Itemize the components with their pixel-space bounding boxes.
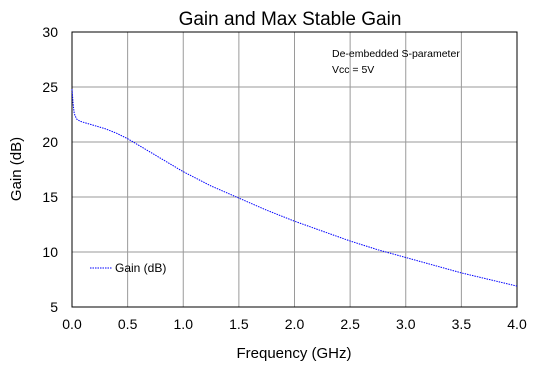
- x-axis-ticks: 0.0 0.5 1.0 1.5 2.0 2.5 3.0 3.5 4.0: [62, 316, 527, 332]
- legend-label: Gain (dB): [115, 261, 166, 275]
- gain-series-line: [71, 89, 518, 287]
- x-tick-label: 3.0: [396, 316, 416, 332]
- y-tick-label: 10: [42, 244, 58, 260]
- plot-frame: [71, 31, 518, 308]
- grid: [72, 32, 517, 307]
- y-axis-label: Gain (dB): [8, 137, 25, 201]
- x-axis-label: Frequency (GHz): [236, 345, 351, 362]
- annotation-line-2: Vcc = 5V: [332, 64, 374, 76]
- y-tick-label: 25: [42, 79, 58, 95]
- x-tick-label: 0.5: [118, 316, 138, 332]
- y-tick-label: 30: [42, 24, 58, 40]
- y-tick-label: 5: [50, 299, 58, 315]
- legend: Gain (dB): [90, 261, 166, 275]
- y-axis-ticks: 5 10 15 20 25 30: [42, 24, 58, 315]
- x-tick-label: 3.5: [452, 316, 472, 332]
- x-tick-label: 0.0: [62, 316, 82, 332]
- x-tick-label: 2.5: [340, 316, 360, 332]
- x-tick-label: 1.0: [174, 316, 194, 332]
- x-tick-label: 2.0: [285, 316, 305, 332]
- x-tick-label: 1.5: [229, 316, 249, 332]
- annotation-line-1: De-embedded S-parameter: [332, 48, 460, 60]
- chart-title: Gain and Max Stable Gain: [179, 9, 402, 30]
- y-tick-label: 20: [42, 134, 58, 150]
- x-tick-label: 4.0: [507, 316, 527, 332]
- y-tick-label: 15: [42, 189, 58, 205]
